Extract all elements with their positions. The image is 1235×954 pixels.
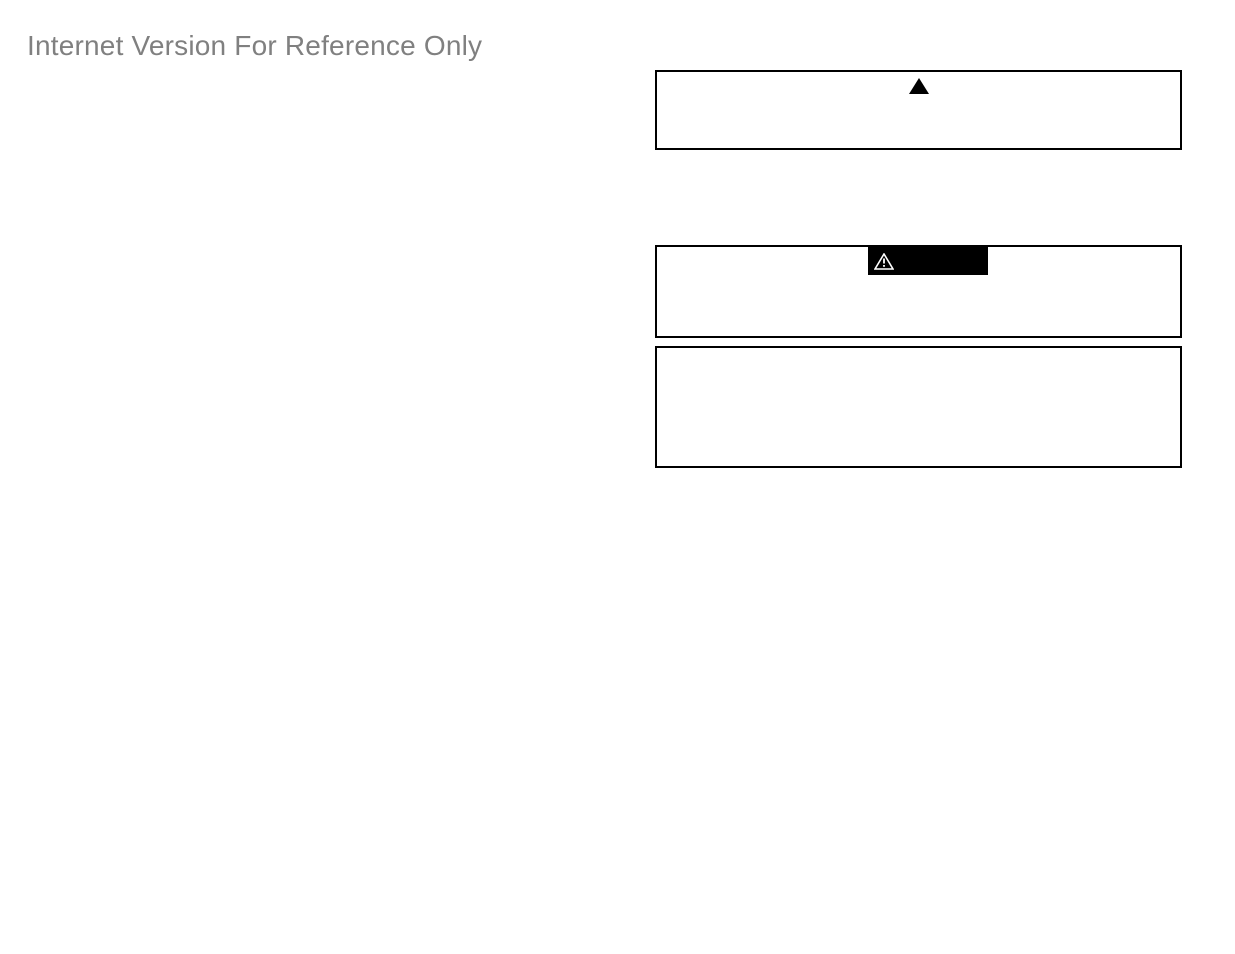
warning-triangle-icon [874,253,894,270]
caution-box [655,70,1182,150]
warning-label-tab [868,247,988,275]
caution-triangle-icon [909,78,929,99]
plain-box [655,346,1182,468]
watermark-text: Internet Version For Reference Only [27,30,482,62]
